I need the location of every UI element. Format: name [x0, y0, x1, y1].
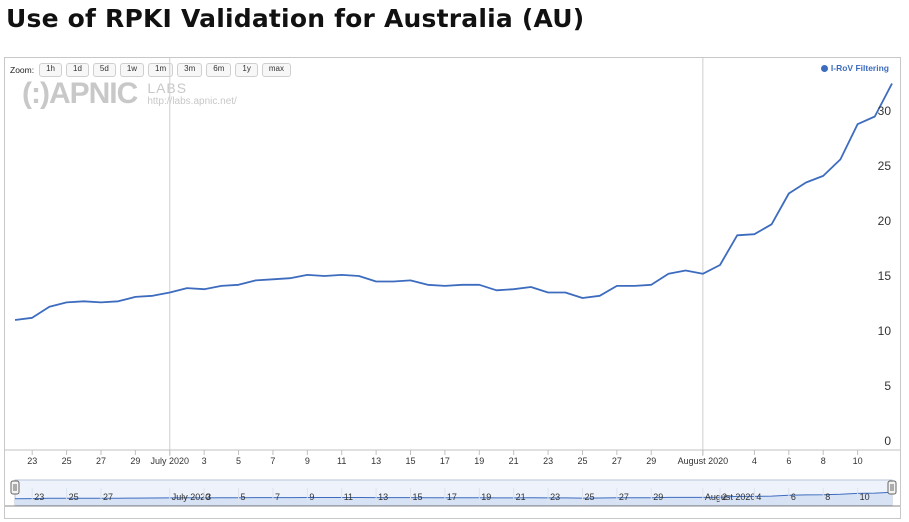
- x-tick-label: 3: [202, 456, 207, 466]
- x-tick-label: 4: [752, 456, 757, 466]
- navigator-tick-label: 13: [378, 492, 388, 502]
- x-tick-label: 29: [646, 456, 656, 466]
- navigator-tick-label: 29: [653, 492, 663, 502]
- navigator-tick-label: 27: [103, 492, 113, 502]
- navigator-tick-label: 4: [756, 492, 761, 502]
- x-tick-label: 23: [27, 456, 37, 466]
- zoom-button-1d[interactable]: 1d: [66, 63, 89, 77]
- navigator-right-handle[interactable]: [887, 480, 897, 495]
- apnic-logo: (:)APNIC: [22, 77, 138, 110]
- navigator-left-handle[interactable]: [10, 480, 20, 495]
- y-tick-label: 5: [884, 379, 891, 393]
- page-title: Use of RPKI Validation for Australia (AU…: [6, 4, 585, 33]
- navigator-tick-label: 9: [309, 492, 314, 502]
- navigator-tick-label: 17: [447, 492, 457, 502]
- navigator-tick-label: August 2020: [705, 492, 756, 502]
- legend-label: I-RoV Filtering: [830, 63, 889, 73]
- zoom-button-1h[interactable]: 1h: [39, 63, 62, 77]
- y-tick-label: 0: [884, 434, 891, 448]
- legend[interactable]: I-RoV Filtering: [820, 63, 889, 73]
- y-tick-label: 10: [878, 324, 892, 338]
- x-tick-label: 29: [130, 456, 140, 466]
- navigator-series-line: [14, 491, 893, 500]
- navigator-tick-label: 19: [481, 492, 491, 502]
- navigator-tick-label: 15: [413, 492, 423, 502]
- x-tick-label: 10: [853, 456, 863, 466]
- navigator-series-area: [15, 492, 892, 505]
- navigator-tick-label: 21: [516, 492, 526, 502]
- series-line-i-rov-filtering: [14, 83, 893, 321]
- x-tick-label: 9: [305, 456, 310, 466]
- x-tick-label: August 2020: [678, 456, 729, 466]
- zoom-button-1m[interactable]: 1m: [148, 63, 174, 77]
- x-tick-label: July 2020: [150, 456, 189, 466]
- zoom-button-5d[interactable]: 5d: [92, 63, 116, 77]
- y-tick-label: 25: [878, 159, 892, 173]
- x-tick-label: 25: [62, 456, 72, 466]
- x-tick-label: 8: [821, 456, 826, 466]
- zoom-button-3m[interactable]: 3m: [177, 63, 203, 77]
- navigator-tick-label: 5: [241, 492, 246, 502]
- apnic-labs-watermark: (:)APNIC LABS http://labs.apnic.net/: [22, 77, 237, 110]
- labs-text: LABS: [147, 80, 188, 96]
- legend-marker-icon: [820, 64, 828, 72]
- navigator-tick-label: 11: [344, 492, 353, 502]
- zoom-bar: Zoom: 1h 1d 5d 1w 1m 3m 6m 1y max: [10, 63, 295, 77]
- y-tick-label: 20: [878, 214, 892, 228]
- x-tick-label: 27: [612, 456, 622, 466]
- navigator-tick-label: 25: [69, 492, 79, 502]
- chart-frame: [4, 57, 901, 519]
- x-tick-label: 11: [337, 456, 346, 466]
- zoom-button-1y[interactable]: 1y: [235, 63, 258, 77]
- x-tick-label: 5: [236, 456, 241, 466]
- zoom-button-1w[interactable]: 1w: [119, 63, 145, 77]
- navigator-tick-label: 27: [619, 492, 629, 502]
- x-tick-label: 27: [96, 456, 106, 466]
- navigator-tick-label: 3: [206, 492, 211, 502]
- x-tick-label: 21: [509, 456, 519, 466]
- x-tick-label: 15: [406, 456, 416, 466]
- x-tick-label: 7: [270, 456, 275, 466]
- navigator-tick-label: 8: [825, 492, 830, 502]
- navigator-tick-label: 7: [275, 492, 280, 502]
- x-tick-label: 23: [543, 456, 553, 466]
- navigator-tick-label: 10: [860, 492, 870, 502]
- y-tick-label: 30: [878, 104, 892, 118]
- navigator-tick-label: 6: [791, 492, 796, 502]
- zoom-label: Zoom:: [10, 65, 35, 75]
- x-tick-label: 6: [786, 456, 791, 466]
- zoom-button-max[interactable]: max: [261, 63, 291, 77]
- navigator-tick-label: July 2020: [172, 492, 211, 502]
- x-tick-label: 17: [440, 456, 450, 466]
- navigator-tick-label: 25: [584, 492, 594, 502]
- navigator-tick-label: 2: [722, 492, 727, 502]
- navigator-tick-label: 23: [550, 492, 560, 502]
- zoom-button-6m[interactable]: 6m: [206, 63, 232, 77]
- x-tick-label: 13: [371, 456, 381, 466]
- navigator-tick-label: 23: [34, 492, 44, 502]
- x-tick-label: 25: [577, 456, 587, 466]
- x-tick-label: 19: [474, 456, 484, 466]
- y-tick-label: 15: [878, 269, 892, 283]
- labs-url: http://labs.apnic.net/: [147, 96, 237, 107]
